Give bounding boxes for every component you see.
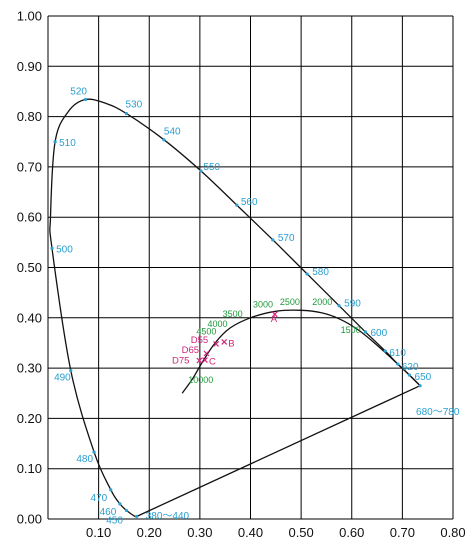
cct-label: 1500 <box>341 325 361 335</box>
illuminant-marker <box>213 341 219 347</box>
wavelength-point <box>337 304 341 308</box>
wavelength-label: 520 <box>70 86 87 97</box>
wavelength-point <box>69 369 73 373</box>
grid <box>47 15 454 520</box>
y-tick-label: 0.90 <box>17 59 42 74</box>
cct-label: 3000 <box>253 300 273 310</box>
wavelength-label: 650 <box>415 372 432 383</box>
illuminant-label: D65 <box>182 345 199 356</box>
wavelength-point <box>271 238 275 242</box>
wavelength-label: 570 <box>278 233 295 244</box>
y-tick-label: 0.70 <box>17 159 42 174</box>
curves <box>49 98 421 518</box>
x-tick-label: 0.30 <box>187 525 212 540</box>
cct-label: 2000 <box>312 297 332 307</box>
wavelength-label: 560 <box>241 197 258 208</box>
wavelength-point <box>83 97 88 102</box>
illuminant-marker <box>196 357 203 364</box>
y-tick-label: 0.60 <box>17 210 42 225</box>
illuminant-label: A <box>271 314 278 325</box>
purple-line <box>136 385 421 518</box>
wavelength-label: 580 <box>312 267 329 278</box>
wavelength-point <box>118 502 122 506</box>
y-tick-label: 0.00 <box>17 512 42 527</box>
wavelength-label: 590 <box>344 299 361 310</box>
wavelength-point <box>162 138 166 142</box>
wavelength-label: 380～440 <box>146 511 190 522</box>
y-tick-label: 1.00 <box>17 9 42 24</box>
wavelength-label: 470 <box>91 493 108 504</box>
x-tick-label: 0.70 <box>390 525 415 540</box>
wavelength-label: 500 <box>56 244 73 255</box>
wavelength-label: 480 <box>76 454 93 465</box>
wavelength-point <box>396 362 400 366</box>
wavelength-label: 530 <box>125 100 142 111</box>
x-tick-label: 0.40 <box>238 525 263 540</box>
y-tick-label: 0.40 <box>17 310 42 325</box>
wavelength-label: 550 <box>203 162 220 173</box>
illuminant-marker <box>203 350 210 357</box>
illuminant-label: B <box>228 338 234 349</box>
wavelength-label: 620 <box>402 362 419 373</box>
wavelength-point <box>124 508 129 513</box>
planckian-locus-line <box>181 309 421 394</box>
wavelength-point <box>383 349 387 353</box>
illuminant-marker <box>202 357 208 363</box>
cct-label: 10000 <box>188 375 213 385</box>
illuminant-marker <box>221 339 228 345</box>
y-tick-label: 0.50 <box>17 260 42 275</box>
y-tick-label: 0.80 <box>17 109 42 124</box>
illuminant-marker <box>271 311 278 318</box>
wavelength-label: 450 <box>106 516 123 527</box>
wavelength-point <box>305 272 309 276</box>
wavelength-point <box>53 140 57 144</box>
wavelength-point <box>134 514 139 519</box>
x-tick-label: 0.80 <box>440 525 465 540</box>
illuminant-label: D55 <box>191 335 208 346</box>
wavelength-point <box>199 169 203 173</box>
illuminant-label: D75 <box>172 356 189 367</box>
spectral-locus-line <box>49 98 421 518</box>
wavelength-point <box>50 246 54 250</box>
x-tick-label: 0.60 <box>339 525 364 540</box>
wavelength-point <box>92 450 96 454</box>
illuminant-label: C <box>209 357 216 368</box>
wavelength-label: 600 <box>370 328 387 339</box>
cct-label: 4500 <box>196 326 216 336</box>
wavelength-point <box>407 373 412 377</box>
cct-label: 2500 <box>280 297 300 307</box>
wavelength-label: 540 <box>164 127 181 138</box>
x-tick-label: 0.20 <box>137 525 162 540</box>
wavelength-label: 490 <box>54 373 71 384</box>
cct-label: 3500 <box>223 309 243 319</box>
axis-tick-labels: 0.10 0.20 0.30 0.40 0.50 0.60 0.70 0.80 0.00 0.10… <box>17 9 466 541</box>
wavelength-point <box>109 488 113 492</box>
wavelength-point <box>235 203 239 207</box>
wavelength-point <box>363 330 368 334</box>
wavelength-label: 460 <box>100 507 117 518</box>
x-tick-label: 0.50 <box>288 525 313 540</box>
y-tick-label: 0.30 <box>17 361 42 376</box>
x-tick-label: 0.10 <box>86 525 111 540</box>
wavelength-label: 510 <box>59 138 76 149</box>
wavelength-point <box>418 384 422 388</box>
y-tick-label: 0.10 <box>17 461 42 476</box>
cct-label: 4000 <box>207 319 227 329</box>
wavelength-label: 680～780 <box>416 407 460 418</box>
y-tick-label: 0.20 <box>17 411 42 426</box>
wavelength-label: 610 <box>389 348 406 359</box>
wavelength-point <box>124 111 129 116</box>
